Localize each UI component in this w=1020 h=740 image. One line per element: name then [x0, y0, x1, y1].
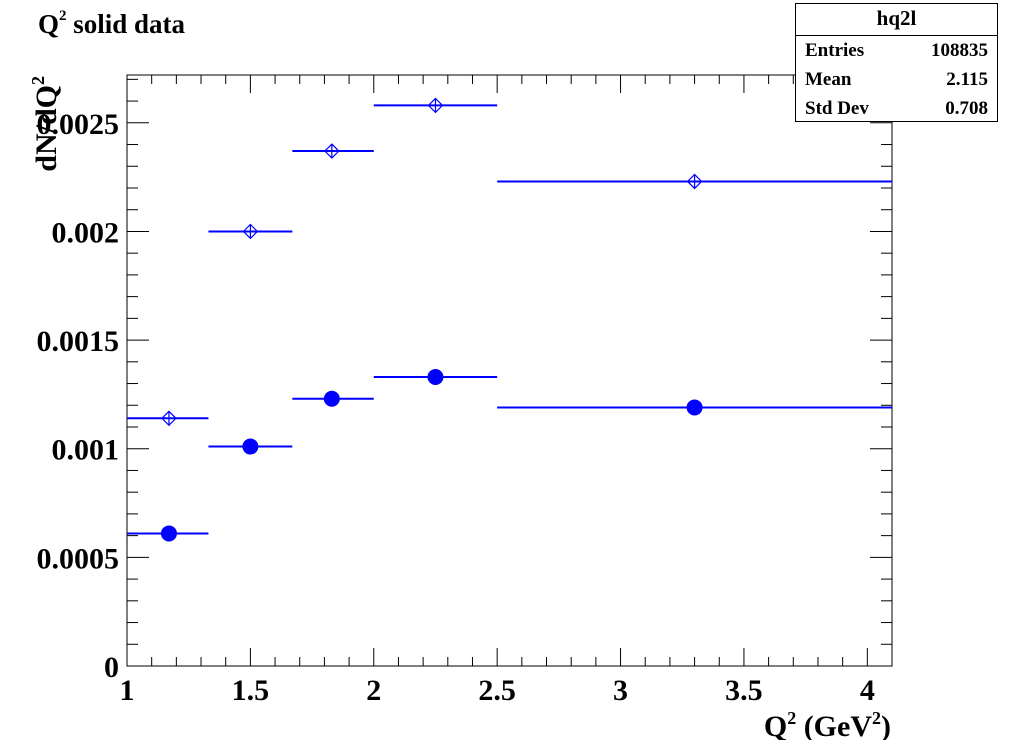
stats-value: 2.115: [946, 69, 988, 90]
title-text: solid data: [73, 9, 186, 39]
x-tick-label: 4: [860, 674, 875, 707]
stats-box: hq2l Entries 108835 Mean 2.115 Std Dev 0…: [795, 3, 998, 122]
data-point-open-diamond: [323, 143, 340, 159]
x-tick-label: 2: [366, 674, 381, 707]
stats-row-entries: Entries 108835: [796, 36, 997, 65]
x-tick-label: 1: [120, 674, 135, 707]
stats-value: 108835: [931, 40, 988, 61]
y-tick-label: 0.002: [52, 216, 120, 249]
plot-frame: [126, 74, 893, 667]
data-point-open-diamond: [242, 223, 259, 240]
stats-label: Std Dev: [805, 98, 869, 119]
data-point-filled: [323, 390, 340, 407]
y-tick-label: 0.0015: [37, 325, 120, 358]
data-point-filled: [686, 399, 703, 416]
stats-label: Mean: [805, 69, 852, 90]
title-symbol: Q: [38, 9, 60, 39]
data-point-filled: [427, 369, 444, 386]
stats-value: 0.708: [945, 98, 988, 119]
data-point-open-diamond: [686, 173, 703, 190]
x-tick-label: 3: [613, 674, 628, 707]
y-tick-label: 0.001: [52, 434, 120, 467]
data-point-open-diamond: [161, 410, 177, 427]
chart-title: Q2 solid data: [38, 8, 185, 40]
stats-row-mean: Mean 2.115: [796, 65, 997, 94]
title-superscript: 2: [59, 8, 67, 24]
stats-label: Entries: [805, 40, 865, 61]
y-tick-label: 0.0025: [37, 108, 120, 141]
stats-row-stddev: Std Dev 0.708: [796, 94, 997, 123]
data-point-open-diamond: [427, 97, 444, 114]
stats-box-name: hq2l: [796, 4, 997, 36]
y-tick-label: 0: [104, 651, 119, 684]
x-axis-title: Q2 (GeV2): [764, 708, 891, 740]
data-point-filled: [160, 525, 177, 542]
y-tick-label: 0.0005: [37, 542, 120, 575]
y-axis-title: dN/dQ2: [28, 76, 63, 172]
data-point-filled: [242, 438, 259, 455]
x-tick-label: 1.5: [232, 674, 270, 707]
x-tick-label: 2.5: [478, 674, 516, 707]
x-tick-label: 3.5: [725, 674, 763, 707]
